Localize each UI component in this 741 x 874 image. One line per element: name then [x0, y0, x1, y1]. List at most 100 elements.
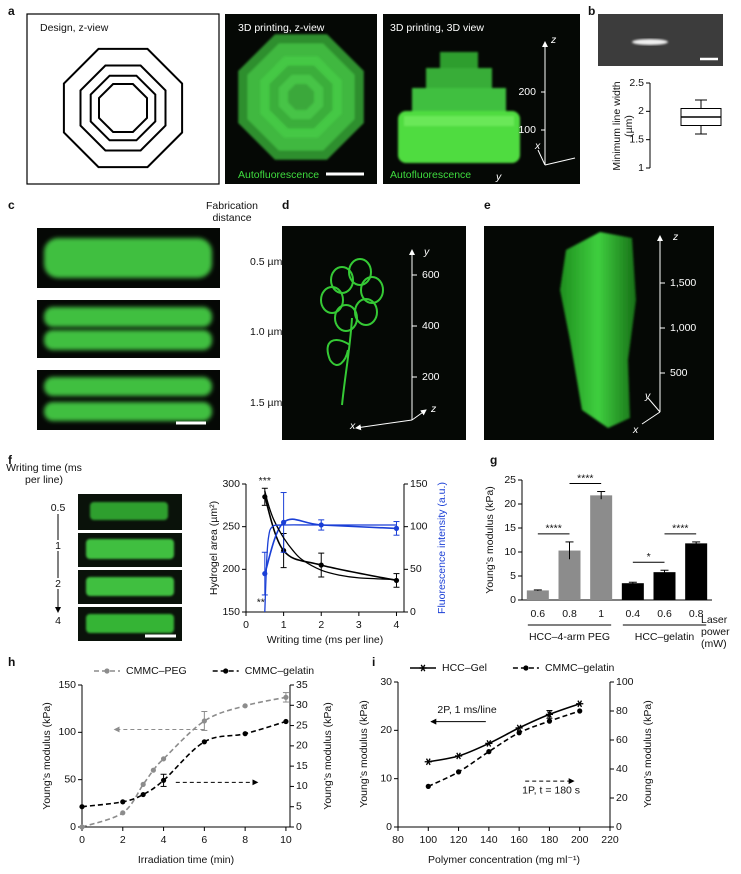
tick-label: 100 — [58, 726, 76, 738]
axis-tick-label: 200 — [518, 86, 536, 98]
time-header: Writing time (ms per line) — [6, 462, 82, 486]
tick-label: 0 — [70, 821, 76, 833]
image-caption: Autofluorescence — [238, 169, 319, 181]
series-line — [264, 524, 397, 613]
tick-label: 1 — [281, 619, 287, 631]
bar — [558, 550, 581, 600]
stem — [326, 317, 353, 406]
data-point — [577, 708, 583, 714]
category-label: 0.8 — [562, 608, 577, 620]
time-label: 4 — [55, 615, 61, 627]
tick-label: 150 — [410, 478, 428, 490]
tick-label: 25 — [504, 474, 516, 486]
category-label: 0.4 — [626, 608, 641, 620]
axis-name: x — [632, 424, 639, 436]
tick-label: 30 — [380, 676, 392, 688]
tick-label: 2.5 — [629, 77, 644, 89]
legend-label: HCC–Gel — [442, 662, 487, 674]
petal — [320, 286, 344, 314]
legend-label: CMMC–PEG — [126, 665, 187, 677]
tick-label: 180 — [541, 834, 559, 846]
tick-label: 15 — [504, 522, 516, 534]
star-stroke — [425, 758, 431, 766]
tick-label: 80 — [616, 705, 628, 717]
data-point — [318, 562, 324, 568]
data-point — [454, 752, 463, 760]
bar — [590, 495, 613, 600]
data-point — [201, 718, 207, 724]
panel-label: h — [8, 655, 15, 669]
data-point — [515, 724, 523, 732]
tick-label: 0 — [510, 594, 516, 606]
series-line — [427, 710, 580, 788]
data-point — [140, 791, 146, 798]
time-label: 2 — [55, 578, 61, 590]
bar — [526, 590, 549, 600]
data-point — [120, 799, 126, 805]
tick-label: 2 — [318, 619, 324, 631]
bar — [685, 543, 708, 600]
star-stroke — [577, 700, 583, 708]
tick-label: 0 — [296, 821, 302, 833]
tick-label: 10 — [380, 772, 392, 784]
star-stroke — [547, 710, 552, 718]
distance-header: Fabrication distance — [206, 200, 258, 224]
axis-name: y — [644, 390, 651, 402]
tick-label: 35 — [296, 679, 308, 691]
tick-label: 10 — [504, 546, 516, 558]
image-title: 3D printing, 3D view — [390, 22, 484, 34]
tick-label: 200 — [571, 834, 589, 846]
data-point — [455, 769, 462, 775]
tick-label: 10 — [296, 780, 308, 792]
axis-name: y — [423, 246, 430, 258]
data-point — [160, 756, 167, 762]
petal — [360, 276, 384, 304]
axis-tick-label: 1,500 — [670, 277, 696, 289]
line-feature — [632, 39, 668, 45]
tick-label: 8 — [242, 834, 248, 846]
line-images — [37, 228, 220, 430]
axis-gizmo — [355, 249, 427, 431]
design-frame — [26, 13, 220, 185]
tick-label: 30 — [296, 699, 308, 711]
tick-label: 100 — [616, 676, 634, 688]
distance-label: 1.5 µm — [250, 397, 283, 409]
tick-label: 220 — [601, 834, 619, 846]
axis-label: Young’s modulus (kPa) — [642, 700, 654, 808]
axis-name: z — [550, 34, 557, 46]
axis-name: x — [349, 420, 356, 432]
tick-label: 0 — [243, 619, 249, 631]
tick-label: 20 — [616, 792, 628, 804]
tick-label: 0 — [79, 834, 85, 846]
series-line — [428, 703, 580, 763]
distance-label: 0.5 µm — [250, 256, 283, 268]
tick-label: 60 — [616, 734, 628, 746]
series-line — [264, 518, 397, 574]
panel-label: f — [8, 453, 13, 467]
pyramid-structure — [398, 52, 520, 163]
axis-tick-label: 400 — [422, 320, 440, 332]
axis-label: Laser power (mW) — [701, 614, 730, 650]
data-point — [424, 758, 432, 766]
data-point — [104, 668, 110, 674]
axis-tick-label: 500 — [670, 367, 688, 379]
octagon — [89, 74, 157, 142]
data-point — [419, 664, 427, 672]
tall-structure — [560, 232, 636, 428]
tick-label: 140 — [480, 834, 498, 846]
series-line — [264, 490, 397, 581]
tick-label: 160 — [510, 834, 528, 846]
data-point — [150, 767, 156, 773]
panel-label: b — [588, 4, 595, 18]
data-point — [546, 718, 553, 724]
tick-label: 3 — [356, 619, 362, 631]
axis-label: Young’s modulus (kPa) — [358, 700, 370, 808]
tick-label: 2 — [638, 105, 644, 117]
distance-label: 1.0 µm — [250, 326, 283, 338]
category-label: 1 — [598, 608, 604, 620]
tick-label: 40 — [616, 763, 628, 775]
data-point — [516, 730, 522, 736]
tick-label: 50 — [410, 563, 422, 575]
data-point — [545, 710, 554, 718]
octagon — [62, 47, 184, 169]
